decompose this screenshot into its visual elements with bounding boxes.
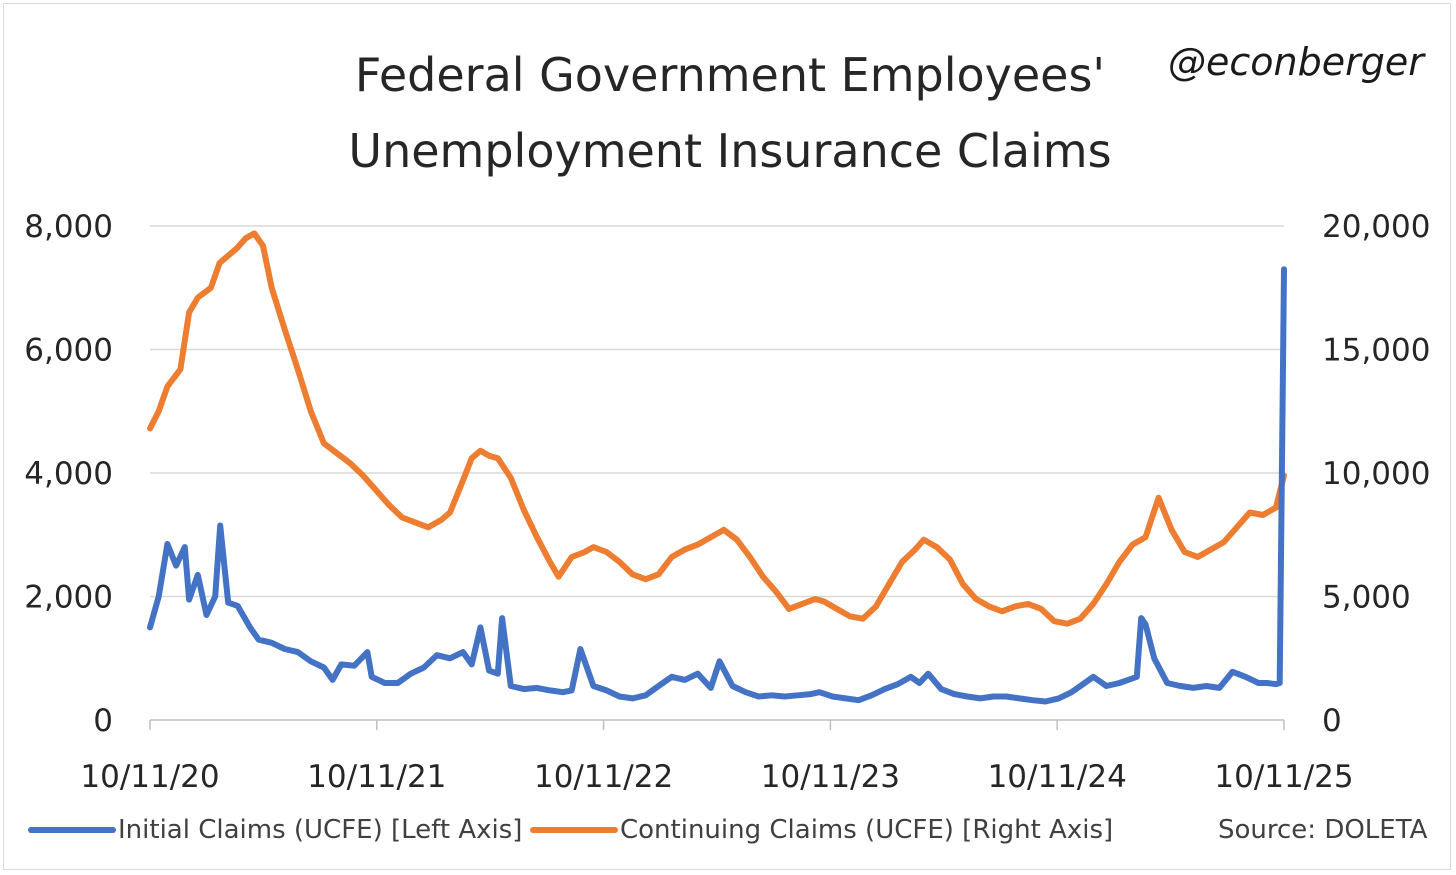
right-axis-ticks: 0 5,000 10,000 15,000 20,000	[1322, 209, 1430, 739]
left-tick-label: 2,000	[24, 580, 113, 616]
right-tick-label: 15,000	[1322, 333, 1430, 369]
left-tick-label: 8,000	[24, 209, 113, 245]
left-tick-label: 4,000	[24, 456, 113, 492]
legend-swatch-continuing-claims	[530, 827, 618, 833]
chart-title-line-1: Federal Government Employees'	[354, 48, 1106, 102]
x-tick-label: 10/11/23	[761, 759, 900, 795]
left-tick-label: 0	[93, 703, 113, 739]
left-axis-ticks: 0 2,000 4,000 6,000 8,000	[24, 209, 113, 739]
legend-swatch-initial-claims	[28, 827, 116, 833]
series-line-continuing-claims	[147, 230, 1287, 627]
chart-title-line-2: Unemployment Insurance Claims	[348, 124, 1112, 178]
right-tick-label: 20,000	[1322, 209, 1430, 245]
legend-item-continuing-claims: Continuing Claims (UCFE) [Right Axis]	[530, 815, 1113, 845]
right-tick-label: 10,000	[1322, 456, 1430, 492]
legend-label-initial-claims: Initial Claims (UCFE) [Left Axis]	[118, 815, 523, 845]
x-tick-label: 10/11/22	[534, 759, 673, 795]
legend-item-initial-claims: Initial Claims (UCFE) [Left Axis]	[28, 815, 522, 845]
x-tick-label: 10/11/20	[80, 759, 219, 795]
x-tick-label: 10/11/21	[307, 759, 446, 795]
x-tick-label: 10/11/24	[988, 759, 1127, 795]
legend-label-continuing-claims: Continuing Claims (UCFE) [Right Axis]	[620, 815, 1114, 845]
gridlines	[150, 225, 1284, 598]
left-tick-label: 6,000	[24, 333, 113, 369]
x-axis-ticks: 10/11/20 10/11/21 10/11/22 10/11/23 10/11/24…	[80, 720, 1354, 795]
watermark-handle: @econberger	[1168, 40, 1424, 84]
source-note: Source: DOLETA	[1218, 815, 1428, 845]
series-lines	[147, 230, 1287, 705]
x-tick-label: 10/11/25	[1214, 759, 1353, 795]
right-tick-label: 0	[1322, 703, 1342, 739]
right-tick-label: 5,000	[1322, 580, 1411, 616]
series-line-initial-claims	[147, 266, 1287, 705]
chart-frame	[3, 3, 1451, 870]
